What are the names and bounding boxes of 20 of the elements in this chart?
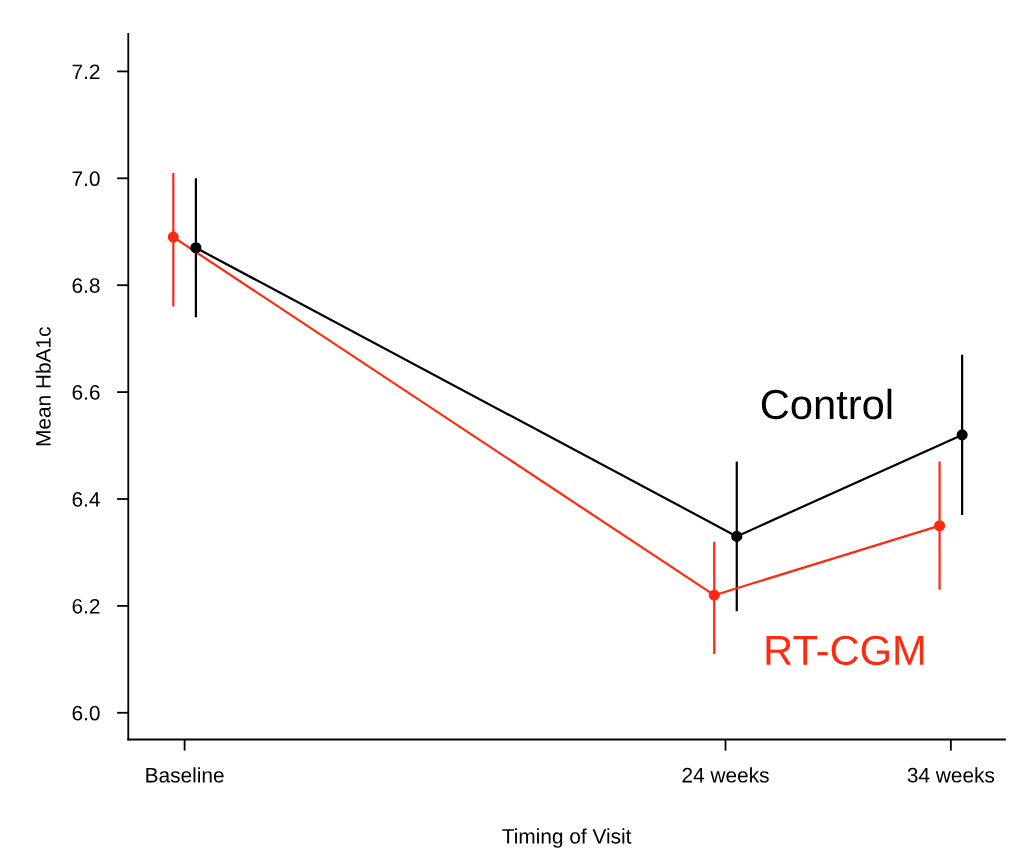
y-tick-label: 7.0 [72, 171, 100, 187]
y-tick-label: 6.4 [72, 491, 100, 507]
y-tick-label: 6.0 [72, 705, 100, 721]
point [731, 530, 743, 542]
x-tick-label: 24 weeks [682, 767, 769, 783]
point [167, 231, 179, 243]
y-tick-label: 6.6 [72, 385, 100, 400]
x-tick-label: 34 weeks [907, 767, 995, 783]
x-tick-label: Baseline [146, 767, 224, 783]
x-axis-title: Timing of Visit [502, 828, 632, 848]
point [934, 520, 946, 532]
point [190, 242, 202, 254]
series-label: Control [761, 388, 892, 420]
y-tick-label: 7.2 [72, 64, 100, 79]
point [956, 429, 968, 441]
y-tick-label: 6.8 [72, 278, 100, 293]
series-label: RT-CGM [766, 635, 924, 666]
y-axis-title: Mean HbA1c [35, 327, 51, 446]
point [708, 589, 720, 601]
y-tick-label: 6.2 [72, 598, 100, 614]
